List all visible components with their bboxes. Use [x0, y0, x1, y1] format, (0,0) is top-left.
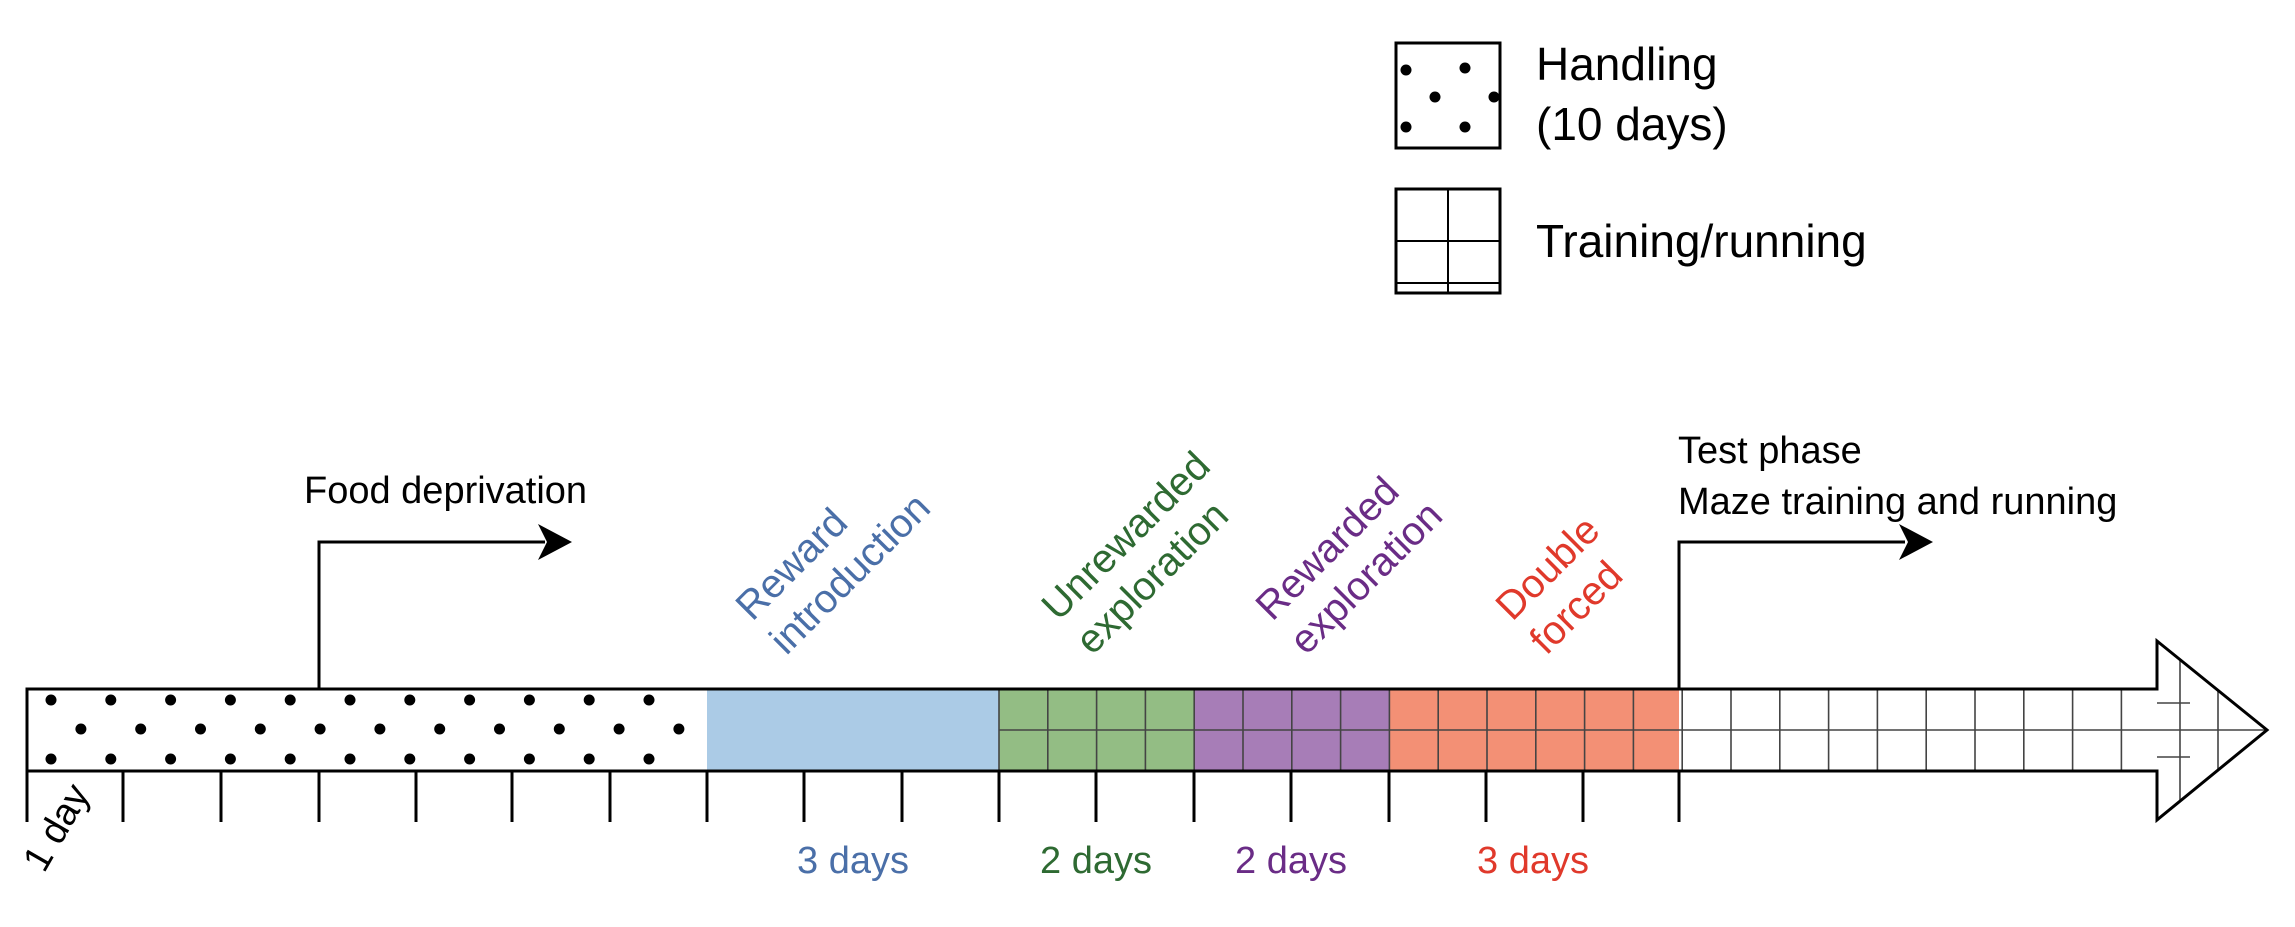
handling-dot — [494, 723, 505, 735]
day-ticks — [25, 771, 1681, 822]
handling-dot — [135, 723, 147, 735]
legend-handling-label: Handling — [1536, 38, 1718, 90]
rewarded-exploration-duration: 2 days — [1235, 840, 1347, 882]
maze-training-label: Maze training and running — [1678, 481, 2117, 523]
handling-dot — [45, 694, 57, 706]
handling-dot — [673, 723, 685, 735]
test-phase-arrow — [1677, 524, 1933, 689]
unrewarded-exploration-duration: 2 days — [1040, 840, 1152, 882]
handling-dot — [314, 723, 326, 735]
training-legend-grid — [1396, 189, 1500, 293]
rewarded-exploration-label: Rewarded exploration — [1248, 469, 1451, 663]
handling-dot — [583, 753, 595, 765]
handling-dot — [284, 753, 296, 765]
reward-introduction-duration: 3 days — [797, 840, 909, 882]
handling-dot — [45, 753, 57, 765]
handling-dot — [404, 694, 416, 706]
handling-legend-swatch — [1394, 41, 1502, 150]
handling-dot — [583, 694, 595, 706]
handling-dot — [105, 694, 117, 706]
handling-dot — [105, 753, 117, 765]
handling-dot — [464, 753, 476, 765]
handling-dot — [344, 753, 356, 765]
handling-dot — [75, 723, 87, 735]
reward-introduction-label: Reward introduction — [728, 485, 939, 662]
timeline-arrow — [25, 637, 2270, 824]
handling-dot — [165, 753, 177, 765]
handling-dots — [45, 694, 685, 765]
legend-training-label: Training/running — [1536, 215, 1867, 267]
handling-dot — [404, 753, 416, 765]
handling-dot — [464, 694, 476, 706]
handling-dot — [643, 753, 655, 765]
handling-dot — [254, 723, 266, 735]
handling-dot — [165, 694, 177, 706]
training-grid — [998, 660, 2267, 802]
double-forced-label: Double forced — [1488, 508, 1632, 663]
legend: Handling (10 days) Training/running — [1394, 38, 1867, 295]
food-deprivation-label: Food deprivation — [304, 470, 587, 512]
double-forced-duration: 3 days — [1477, 840, 1589, 882]
handling-dot — [374, 723, 386, 735]
legend-handling-duration: (10 days) — [1536, 98, 1728, 150]
handling-dot — [195, 723, 206, 735]
food-deprivation-arrow — [317, 524, 572, 689]
handling-legend-dots — [1400, 62, 1500, 133]
handling-dot — [224, 753, 236, 765]
handling-dot — [643, 694, 655, 706]
handling-dot — [344, 694, 356, 706]
handling-dot — [523, 694, 535, 706]
reward-introduction-block — [707, 689, 999, 771]
handling-dot — [434, 723, 446, 735]
handling-dot — [553, 723, 565, 735]
handling-dot — [613, 723, 625, 735]
test-phase-label: Test phase — [1678, 430, 1862, 472]
handling-dot — [224, 694, 236, 706]
handling-dot — [523, 753, 535, 765]
handling-dot — [284, 694, 296, 706]
unrewarded-exploration-label: Unrewarded exploration — [1034, 443, 1237, 662]
